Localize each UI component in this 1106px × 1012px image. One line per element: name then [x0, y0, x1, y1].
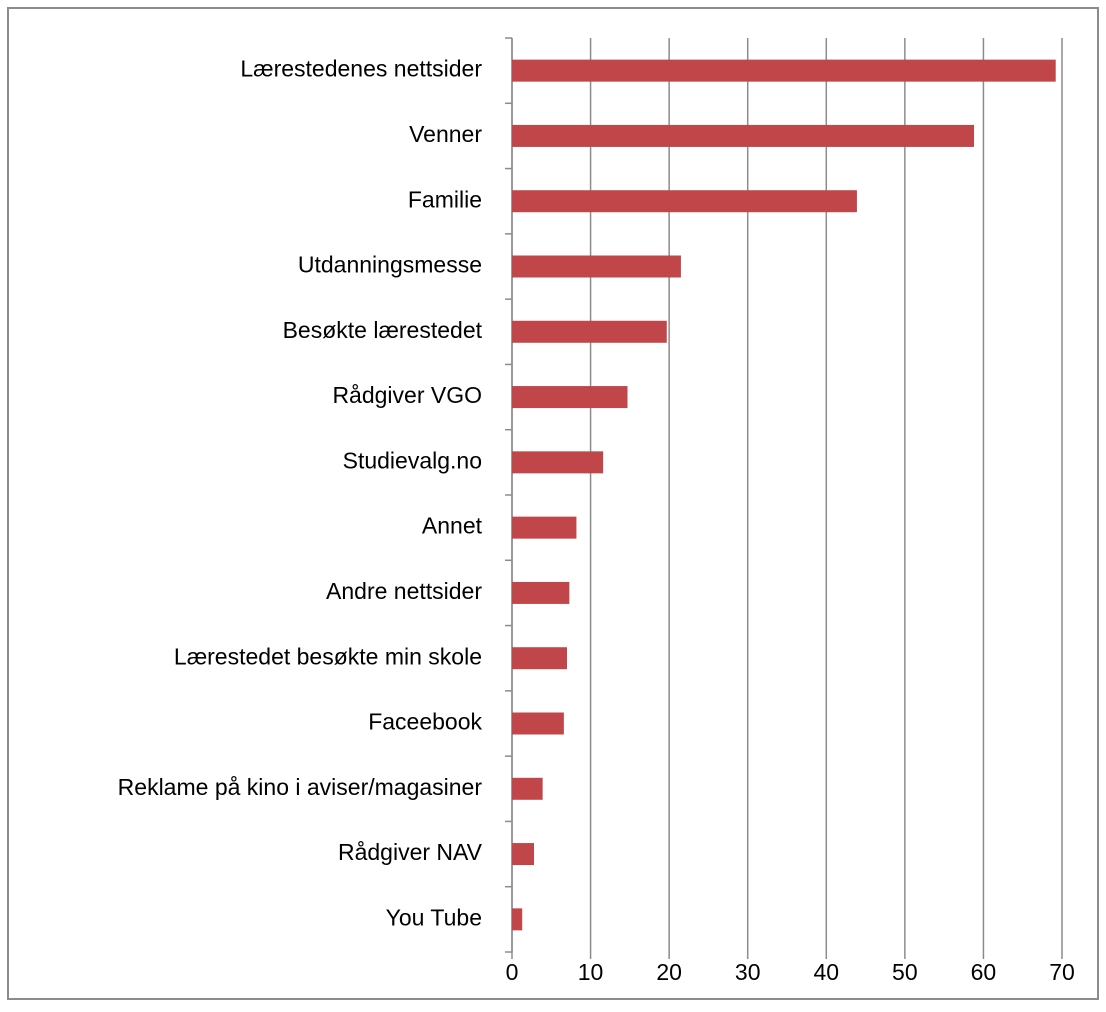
y-tick-label: Venner: [409, 121, 482, 147]
bar: [512, 908, 523, 931]
bar: [512, 516, 577, 539]
bar: [512, 777, 543, 800]
bar: [512, 190, 857, 213]
bar: [512, 320, 667, 343]
x-tick-label: 30: [735, 959, 761, 985]
bar: [512, 59, 1056, 82]
bar: [512, 124, 974, 147]
y-tick-label: You Tube: [386, 904, 482, 930]
bar: [512, 386, 628, 409]
bar: [512, 451, 604, 474]
bar: [512, 647, 567, 670]
y-tick-label: Rådgiver NAV: [338, 839, 483, 865]
bar: [512, 843, 534, 866]
y-tick-label: Reklame på kino i aviser/magasiner: [118, 774, 483, 800]
y-tick-label: Lærestedenes nettsider: [240, 56, 482, 82]
x-tick-label: 70: [1049, 959, 1075, 985]
x-tick-label: 50: [892, 959, 918, 985]
bar: [512, 581, 570, 604]
x-tick-label: 20: [656, 959, 682, 985]
x-tick-label: 60: [971, 959, 997, 985]
bar: [512, 712, 564, 735]
chart-border: [7, 7, 1099, 1000]
y-tick-label: Besøkte lærestedet: [283, 317, 483, 343]
x-tick-label: 0: [506, 959, 519, 985]
y-tick-label: Studievalg.no: [343, 447, 482, 473]
x-tick-label: 40: [813, 959, 839, 985]
y-tick-label: Lærestedet besøkte min skole: [174, 643, 482, 669]
y-tick-label: Familie: [408, 186, 482, 212]
y-tick-label: Annet: [422, 513, 483, 539]
y-tick-label: Utdanningsmesse: [298, 252, 482, 278]
y-tick-label: Faceebook: [368, 709, 482, 735]
bar: [512, 255, 681, 278]
y-tick-label: Rådgiver VGO: [332, 382, 482, 408]
y-tick-label: Andre nettsider: [326, 578, 482, 604]
x-tick-label: 10: [578, 959, 604, 985]
